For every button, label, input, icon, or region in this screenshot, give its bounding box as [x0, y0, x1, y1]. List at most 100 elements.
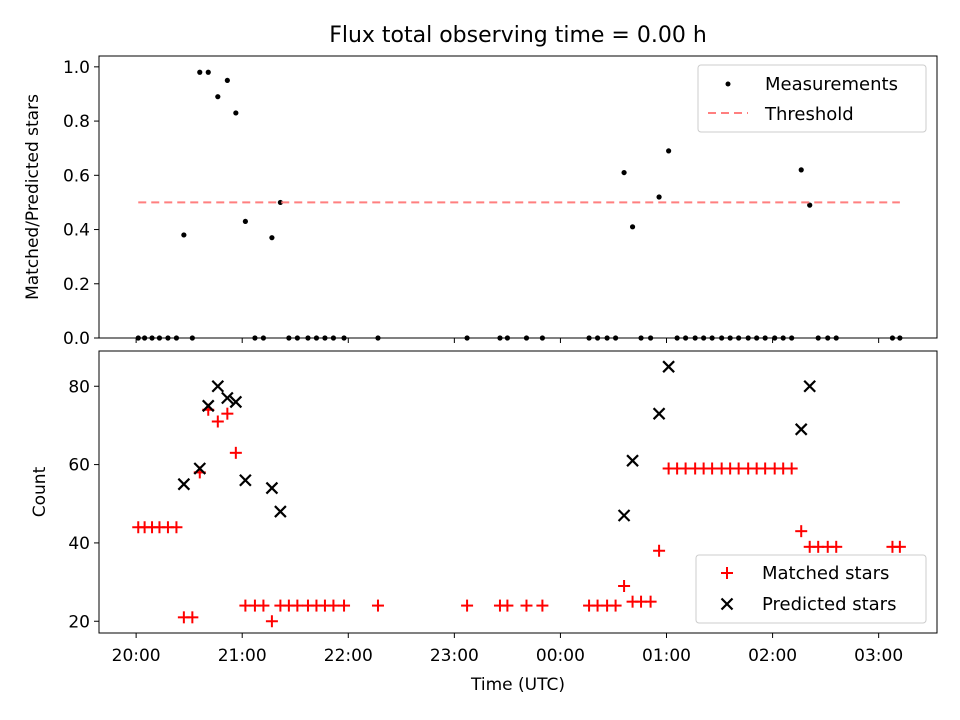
x-axis-label: Time (UTC)	[470, 675, 565, 695]
predicted-star-point	[626, 454, 639, 467]
ratio-ytick-label: 0.4	[63, 221, 90, 241]
ratio-y-ticks: 0.0 0.2 0.4 0.6 0.8 1.0	[63, 58, 99, 349]
ratio-axes-frame	[98, 55, 938, 339]
predicted-star-point-b	[803, 379, 816, 393]
measurement-point	[215, 94, 221, 100]
matched-star-point	[785, 462, 798, 475]
x-tick-label: 03:00	[854, 646, 903, 666]
measurement-point	[181, 232, 187, 238]
measurement-point	[269, 235, 275, 241]
matched-star-point	[830, 540, 843, 553]
legend-x-b	[720, 597, 734, 611]
measurement-point	[242, 218, 248, 225]
count-axes-frame	[98, 350, 938, 634]
measurement-point	[629, 224, 636, 230]
matched-star-point	[229, 446, 242, 459]
ratio-y-axis-label: Matched/Predicted stars	[23, 94, 43, 300]
matched-star-point	[644, 595, 657, 608]
predicted-star-point	[662, 360, 675, 373]
measurement-point	[224, 77, 230, 84]
matched-star-point	[371, 599, 384, 612]
matched-star-point	[609, 599, 622, 612]
matched-star-point	[461, 599, 474, 612]
predicted-star-point	[193, 462, 207, 475]
predicted-star-point	[221, 391, 234, 405]
matched-star-point	[186, 611, 199, 624]
ratio-legend-box	[697, 64, 927, 133]
matched-star-point	[536, 599, 549, 612]
matched-star-point	[653, 544, 666, 557]
predicted-star-point-b	[229, 395, 243, 409]
legend-matched-marker	[721, 567, 733, 579]
measurement-point	[656, 194, 662, 200]
predicted-star-point-b	[274, 505, 287, 518]
predicted-star-point-b	[211, 379, 225, 393]
x-tick-label: 22:00	[324, 646, 373, 666]
matched-star-point	[265, 615, 278, 628]
predicted-star-point-b	[177, 477, 191, 491]
matched-star-point	[291, 599, 304, 612]
measurement-point	[798, 167, 804, 173]
x-tick-label: 23:00	[430, 646, 479, 666]
matched-star-point	[221, 407, 234, 420]
predicted-star-point	[265, 481, 279, 495]
x-tick-label: 20:00	[112, 646, 161, 666]
legend-matched-label: Matched stars	[762, 563, 889, 584]
predicted-star-point	[229, 395, 243, 409]
ratio-legend: Measurements Threshold	[697, 64, 927, 133]
count-ytick-label: 40	[68, 534, 90, 554]
legend-plus	[721, 567, 733, 579]
matched-star-point	[893, 540, 906, 553]
predicted-star-point-b	[239, 473, 252, 487]
matched-star-point	[338, 599, 351, 612]
predicted-star-point-b	[626, 454, 639, 467]
legend-predicted-marker	[720, 597, 734, 611]
measurement-point	[233, 110, 239, 116]
predicted-star-point-b	[662, 360, 675, 373]
measurement-point	[621, 169, 627, 176]
count-ytick-label: 80	[68, 377, 90, 397]
predicted-star-point	[201, 399, 215, 413]
matched-star-point	[211, 415, 224, 428]
predicted-star-point	[239, 473, 252, 487]
ratio-ytick-label: 0.8	[63, 112, 90, 132]
count-panel: 20 40 60 80 20:00 21:00 22:00 23:00 00:00 01:00 0…	[30, 350, 938, 695]
legend-measurements-marker	[725, 81, 731, 87]
predicted-star-point	[177, 477, 191, 491]
ratio-ytick-label: 0.6	[63, 166, 90, 186]
measurement-point	[205, 69, 211, 75]
predicted-star-point	[617, 509, 631, 522]
predicted-star-point-b	[617, 509, 631, 522]
predicted-star-point	[794, 423, 808, 436]
predicted-star-point-b	[201, 399, 215, 413]
ratio-ytick-label: 1.0	[63, 58, 90, 78]
predicted-star-point	[274, 505, 287, 518]
x-tick-label: 01:00	[642, 646, 691, 666]
chart-title: Flux total observing time = 0.00 h	[329, 23, 707, 48]
ratio-ytick-label: 0.0	[63, 329, 90, 349]
predicted-star-point	[211, 379, 225, 393]
x-tick-label: 00:00	[536, 646, 585, 666]
ratio-ytick-label: 0.2	[63, 275, 90, 295]
matched-star-point	[618, 580, 631, 592]
predicted-star-point	[652, 407, 666, 420]
matched-star-point	[520, 599, 533, 612]
predicted-star-point-b	[221, 391, 234, 405]
count-legend-box	[695, 554, 927, 624]
count-y-ticks: 20 40 60 80	[68, 377, 99, 632]
count-legend: Matched stars Predicted stars	[695, 554, 927, 624]
ratio-x-ticks	[135, 338, 880, 343]
matched-star-point	[327, 599, 340, 612]
measurement-point	[277, 199, 283, 206]
predicted-star-point-b	[652, 407, 666, 420]
predicted-star-point	[803, 379, 816, 393]
legend-predicted-label: Predicted stars	[762, 594, 896, 615]
count-ytick-label: 20	[68, 612, 90, 632]
measurement-point	[807, 202, 813, 208]
ratio-panel: 0.0 0.2 0.4 0.6 0.8 1.0 Matched/Predicted sta…	[23, 55, 938, 349]
count-data-layer	[132, 360, 906, 628]
count-y-axis-label: Count	[30, 466, 50, 517]
legend-threshold-label: Threshold	[764, 104, 854, 125]
count-ytick-label: 60	[68, 456, 90, 476]
predicted-star-point-b	[265, 481, 279, 495]
